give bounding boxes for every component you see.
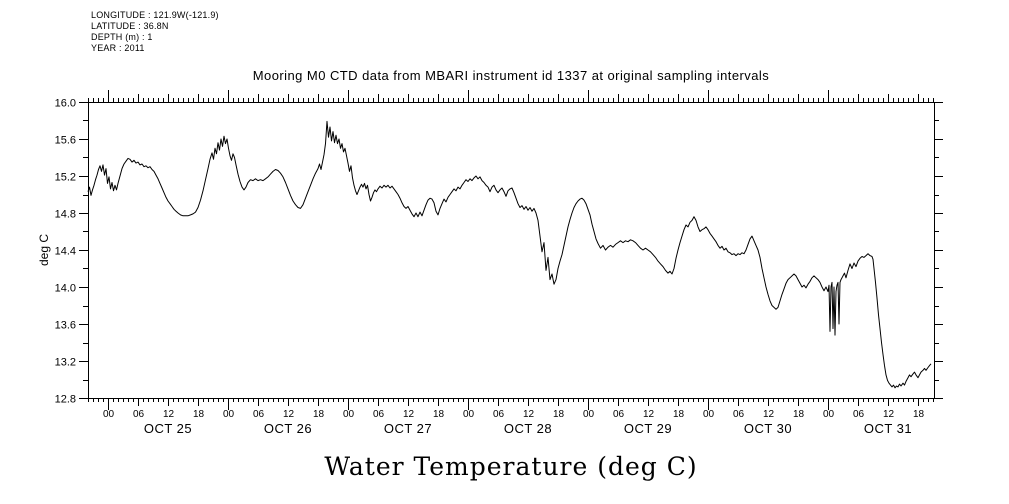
hour-tick-label: 00 [703,409,715,420]
hour-tick-label: 12 [763,409,775,420]
hour-tick-label: 06 [493,409,505,420]
chart-title: Mooring M0 CTD data from MBARI instrumen… [252,68,770,83]
hour-tick-label: 12 [283,409,295,420]
hour-tick-label: 18 [193,409,205,420]
hour-tick-label: 00 [223,409,235,420]
hour-tick-label: 06 [733,409,745,420]
day-label: OCT 29 [624,421,672,436]
latitude-text: LATITUDE : 36.8N [91,21,169,31]
y-tick-label: 15.2 [55,172,76,184]
y-tick-label: 12.8 [55,394,76,406]
day-label: OCT 26 [264,421,312,436]
hour-tick-label: 18 [433,409,445,420]
y-tick-label: 14.8 [55,209,76,221]
day-label: OCT 31 [864,421,912,436]
year-text: YEAR : 2011 [91,43,145,53]
hour-tick-label: 00 [343,409,355,420]
hour-tick-label: 06 [853,409,865,420]
depth-text: DEPTH (m) : 1 [91,32,153,42]
hour-tick-label: 06 [373,409,385,420]
hour-tick-label: 12 [163,409,175,420]
y-tick-label: 14.4 [55,246,76,258]
y-tick-label: 13.6 [55,320,76,332]
day-label: OCT 28 [504,421,552,436]
temperature-line [87,120,932,389]
hour-tick-label: 06 [253,409,265,420]
day-label: OCT 27 [384,421,432,436]
y-tick-label: 15.6 [55,135,76,147]
day-label: OCT 30 [744,421,792,436]
hour-tick-label: 18 [313,409,325,420]
longitude-text: LONGITUDE : 121.9W(-121.9) [91,10,219,20]
hour-tick-label: 00 [583,409,595,420]
y-tick-label: 13.2 [55,357,76,369]
hour-tick-label: 12 [643,409,655,420]
station-info-block: LONGITUDE : 121.9W(-121.9) LATITUDE : 36… [91,10,219,54]
hour-tick-label: 18 [913,409,925,420]
hour-tick-label: 18 [673,409,685,420]
hour-tick-label: 12 [883,409,895,420]
hour-tick-label: 18 [793,409,805,420]
hour-tick-label: 12 [523,409,535,420]
hour-tick-label: 00 [463,409,475,420]
hour-tick-label: 06 [133,409,145,420]
y-tick-label: 16.0 [55,98,76,110]
hour-tick-label: 12 [403,409,415,420]
hour-tick-label: 06 [613,409,625,420]
y-tick-label: 14.0 [55,283,76,295]
day-label: OCT 25 [144,421,192,436]
hour-tick-label: 00 [103,409,115,420]
hour-tick-label: 18 [553,409,565,420]
bottom-variable-label: Water Temperature (deg C) [324,452,698,481]
plot-border [88,102,935,399]
hour-tick-label: 00 [823,409,835,420]
